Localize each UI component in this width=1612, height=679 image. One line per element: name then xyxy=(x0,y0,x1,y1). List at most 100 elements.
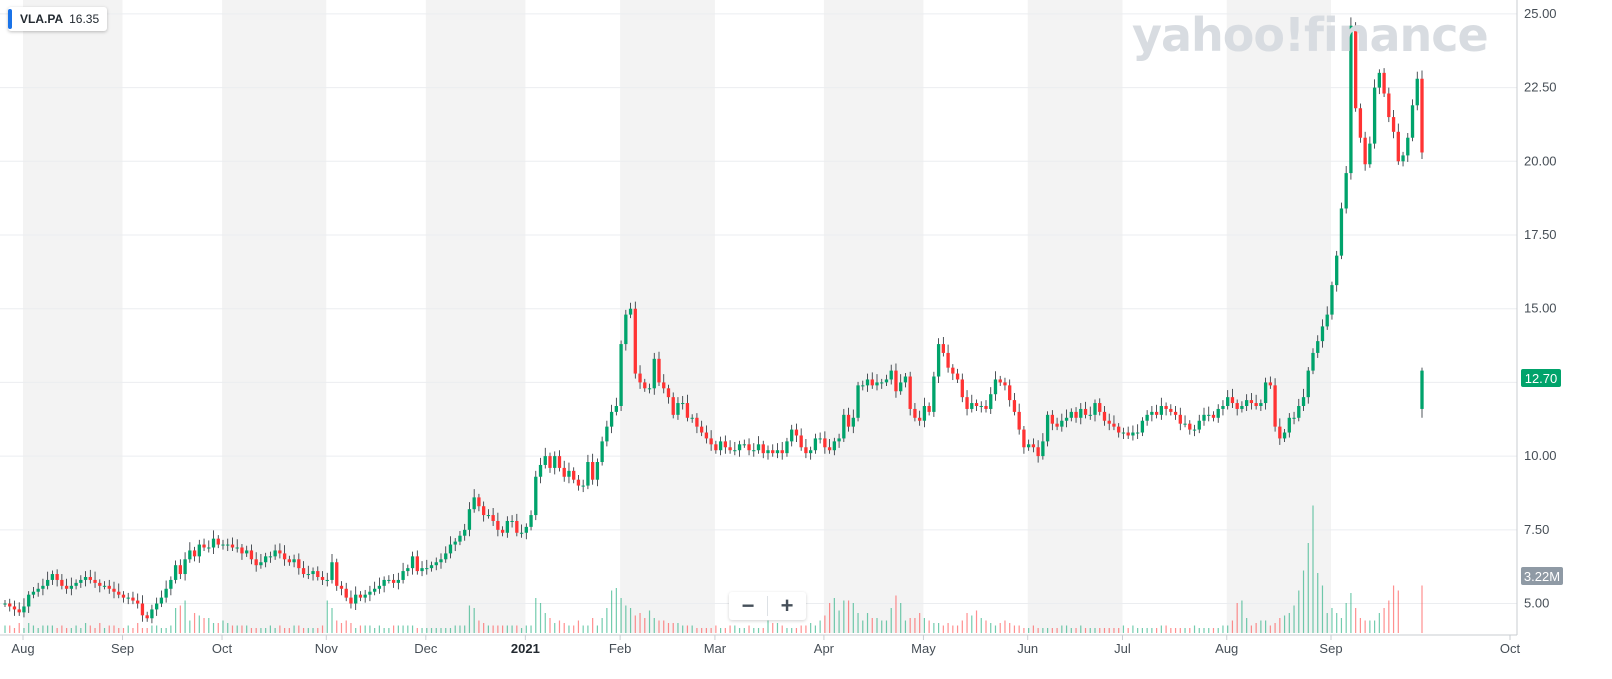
volume-bar xyxy=(137,623,139,633)
volume-bar xyxy=(175,608,177,633)
volume-bar xyxy=(1004,620,1006,633)
candle-body xyxy=(619,344,623,406)
x-tick-label: Aug xyxy=(11,641,34,656)
candle-body xyxy=(1041,441,1045,457)
volume-bar xyxy=(1113,628,1115,633)
candle-body xyxy=(1012,400,1017,412)
candle-body xyxy=(415,556,419,572)
volume-bar xyxy=(407,625,409,633)
candles xyxy=(3,17,1424,624)
candle-body xyxy=(846,414,851,427)
volume-bar xyxy=(620,598,622,633)
volume-bar xyxy=(402,625,404,633)
candle-body xyxy=(41,585,45,589)
volume-bar xyxy=(1326,613,1328,633)
candle-body xyxy=(467,509,472,530)
volume-bar xyxy=(279,625,281,633)
candle-body xyxy=(1112,423,1116,427)
volume-bar xyxy=(1355,608,1357,633)
candle-body xyxy=(989,394,993,409)
volume-bar xyxy=(198,615,200,633)
candle-body xyxy=(1145,414,1149,421)
candle-body xyxy=(1197,420,1201,430)
candle-body xyxy=(45,579,50,586)
volume-bar xyxy=(47,625,49,633)
candle-body xyxy=(396,579,401,583)
candle-body xyxy=(1391,117,1396,132)
volume-bar xyxy=(999,623,1001,633)
volume-bar xyxy=(1146,628,1148,633)
candle-body xyxy=(534,476,538,516)
candle-body xyxy=(562,467,566,477)
zoom-out-button[interactable]: − xyxy=(741,593,755,618)
candle-body xyxy=(1131,432,1135,436)
volume-bar xyxy=(1203,628,1205,633)
volume-bar xyxy=(483,623,485,633)
zoom-in-button[interactable]: + xyxy=(780,593,794,618)
volume-bar xyxy=(701,628,703,633)
candle-body xyxy=(439,559,443,563)
volume-bar xyxy=(852,603,854,633)
volume-bar xyxy=(838,610,840,633)
candle-body xyxy=(102,585,107,587)
volume-bar xyxy=(84,623,87,633)
candle-body xyxy=(420,568,424,572)
volume-bar xyxy=(743,628,745,633)
candle-body xyxy=(79,579,83,583)
volume-bar xyxy=(1094,628,1096,633)
volume-bar xyxy=(601,618,603,633)
volume-bar xyxy=(990,623,992,633)
candle-body xyxy=(538,464,543,477)
volume-bar xyxy=(312,628,314,633)
candle-body xyxy=(1022,429,1026,448)
candle-body xyxy=(1154,411,1159,415)
volume-bar xyxy=(146,628,148,633)
volume-bar xyxy=(1108,628,1110,633)
candle-body xyxy=(586,462,590,486)
month-band xyxy=(1226,0,1331,633)
volume-bar xyxy=(336,620,338,633)
y-tick-label: 17.50 xyxy=(1524,227,1557,242)
candle-body xyxy=(624,314,628,345)
volume-bar xyxy=(1184,628,1186,633)
volume-bar xyxy=(1212,628,1215,633)
volume-bar xyxy=(317,628,319,633)
volume-bar xyxy=(625,605,627,633)
candle-body xyxy=(301,568,306,575)
volume-bar xyxy=(738,628,741,633)
candle-body xyxy=(818,438,822,440)
volume-bar xyxy=(795,628,798,633)
candle-body xyxy=(1330,285,1334,315)
candle-body xyxy=(287,559,292,563)
volume-bar xyxy=(464,625,466,633)
candle-body xyxy=(662,382,666,389)
volume-bar xyxy=(1118,628,1120,633)
candle-body xyxy=(486,515,491,517)
volume-bar xyxy=(298,625,300,633)
candle-body xyxy=(899,382,903,392)
candle-body xyxy=(704,432,709,439)
volume-bar xyxy=(525,625,527,633)
candle-body xyxy=(1377,72,1382,88)
volume-bar xyxy=(99,623,101,633)
volume-bar xyxy=(411,625,414,633)
candle-body xyxy=(519,532,524,534)
volume-bar xyxy=(857,613,859,633)
candle-body xyxy=(657,358,661,383)
candle-body xyxy=(799,435,803,448)
ticker-badge[interactable]: VLA.PA 16.35 xyxy=(8,7,108,31)
volume-bar xyxy=(13,628,16,633)
candle-body xyxy=(197,544,201,557)
candle-body xyxy=(742,444,746,446)
volume-bar xyxy=(1321,585,1324,633)
volume-bar xyxy=(118,628,120,633)
candle-body xyxy=(600,441,604,463)
candle-body xyxy=(529,515,533,527)
volume-bar xyxy=(269,625,271,633)
candle-body xyxy=(633,308,637,374)
volume-bar xyxy=(1359,618,1361,633)
volume-bar xyxy=(1013,625,1016,633)
candle-body xyxy=(515,520,519,533)
volume-bar xyxy=(222,620,224,633)
